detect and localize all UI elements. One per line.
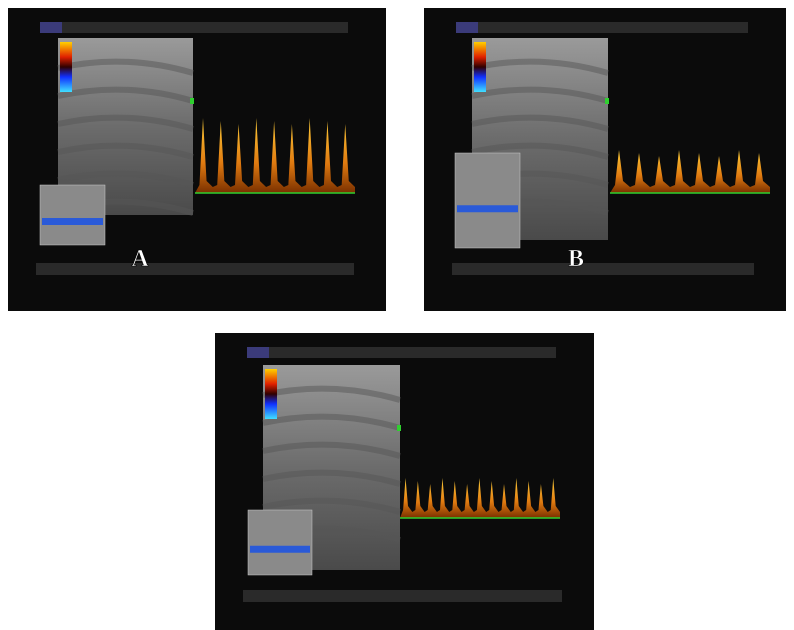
settings-highlight bbox=[42, 218, 103, 225]
top-bar bbox=[40, 22, 348, 33]
top-bar bbox=[247, 347, 556, 358]
panel-label: A bbox=[131, 246, 149, 272]
marker bbox=[190, 98, 194, 104]
panel-label: B bbox=[568, 246, 584, 272]
settings-highlight bbox=[457, 205, 518, 212]
panels bbox=[8, 8, 786, 630]
settings-box bbox=[455, 153, 520, 248]
settings-highlight bbox=[250, 546, 310, 553]
top-bar-tag bbox=[456, 22, 478, 33]
color-scale bbox=[265, 369, 277, 419]
marker bbox=[605, 98, 609, 104]
settings-box bbox=[40, 185, 105, 245]
bottom-bar bbox=[452, 263, 754, 275]
top-bar-tag bbox=[40, 22, 62, 33]
settings-box bbox=[248, 510, 312, 575]
bottom-bar bbox=[243, 590, 562, 602]
color-scale bbox=[474, 42, 486, 92]
bottom-bar bbox=[36, 263, 354, 275]
top-bar bbox=[456, 22, 748, 33]
figure: AB bbox=[0, 0, 794, 630]
marker bbox=[397, 425, 401, 431]
top-bar-tag bbox=[247, 347, 269, 358]
color-scale bbox=[60, 42, 72, 92]
page: AB (() => { const data = JSON.parse(docu… bbox=[0, 0, 794, 630]
